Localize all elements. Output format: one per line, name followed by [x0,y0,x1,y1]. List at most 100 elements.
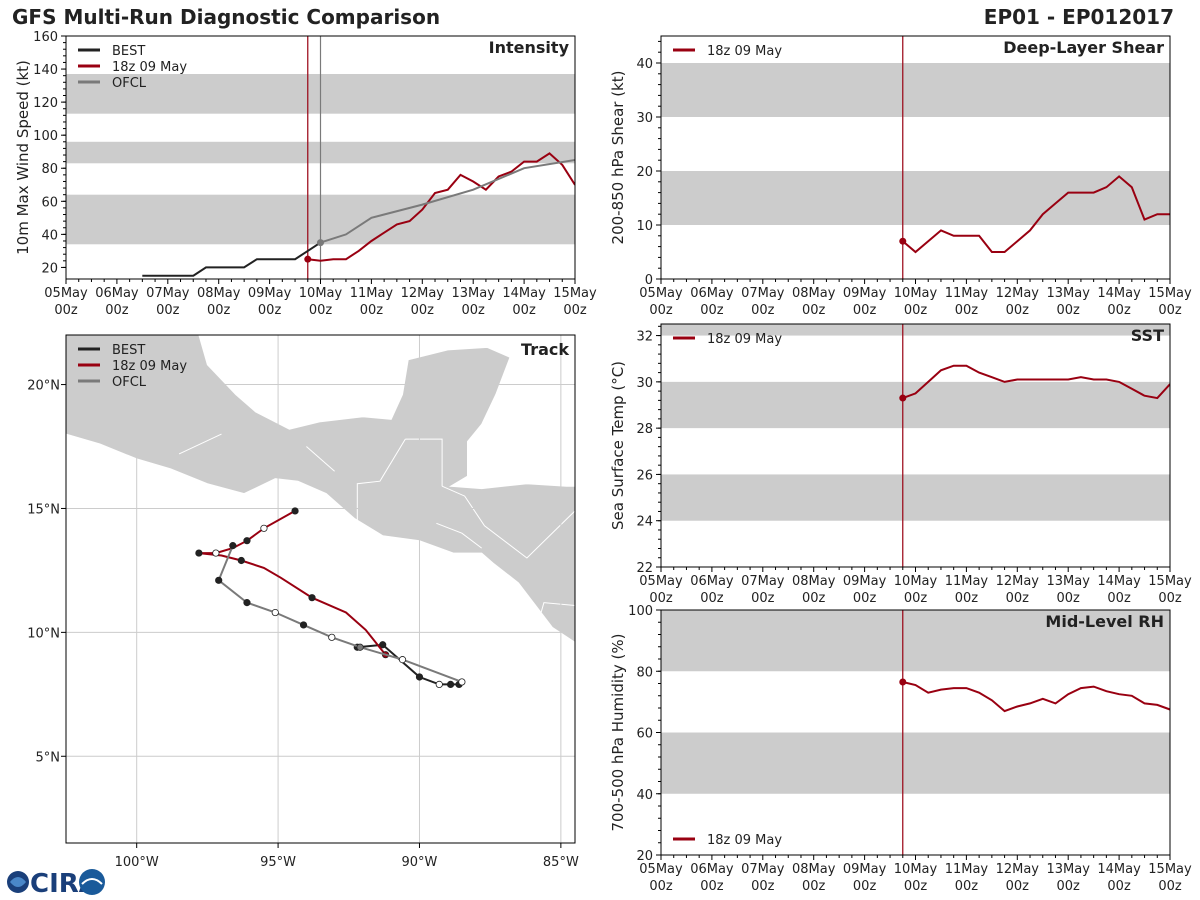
plot-frame [65,334,576,844]
track-position-marker [356,643,364,651]
x-tick-label: 11May [350,286,394,301]
y-tick-label: 40 [636,788,653,803]
y-tick-label: 140 [33,63,58,78]
x-tick-label: 12May [996,286,1040,301]
x-tick-label: 05May [44,286,88,301]
threshold-band [661,732,1170,794]
track-position-marker [195,549,203,557]
threshold-band [661,324,1170,336]
x-tick-hour-label: 00z [955,879,979,894]
x-tick-hour-label: 00z [802,591,826,606]
x-tick-label: 05May [639,574,683,589]
y-tick-label: 10 [636,219,653,234]
track-position-marker [212,549,220,557]
x-tick-label: 11May [945,286,989,301]
x-tick-hour-label: 00z [207,303,231,318]
x-tick-label: 07May [741,862,785,877]
threshold-band [661,63,1170,117]
x-tick-hour-label: 00z [1057,303,1081,318]
legend-label: 18z 09 May [707,332,782,347]
x-tick-label: 15May [553,286,597,301]
legend-label: OFCL [112,375,147,390]
x-tick-hour-label: 00z [904,879,928,894]
country-border [306,446,335,472]
x-tick-label: 06May [95,286,139,301]
series-start-marker [899,394,907,402]
series-start-marker [304,255,312,263]
x-tick-label: 08May [792,286,836,301]
longitude-label: 100°W [115,855,159,870]
x-tick-label: 08May [792,862,836,877]
x-tick-hour-label: 00z [955,303,979,318]
latitude-label: 15°N [27,502,60,517]
panel-title: SST [1131,326,1164,345]
y-tick-label: 20 [636,165,653,180]
x-tick-hour-label: 00z [1057,879,1081,894]
x-tick-label: 13May [1046,574,1090,589]
plot-frame [660,323,1171,568]
panel-title: Intensity [489,38,570,57]
track-position-marker [328,633,336,641]
latitude-label: 20°N [27,379,60,394]
series-line-18z-09-may [902,681,1170,713]
x-tick-hour-label: 00z [1006,591,1030,606]
x-tick-hour-label: 00z [700,879,724,894]
x-tick-hour-label: 00z [751,591,775,606]
x-tick-hour-label: 00z [1158,303,1182,318]
x-tick-hour-label: 00z [105,303,129,318]
x-tick-hour-label: 00z [649,879,673,894]
shear-panel: 0 10 20 30 40 05May 00z 06May 00z 07May 00z 08May 00… [609,35,1192,318]
country-border [178,433,222,455]
y-tick-label: 60 [41,195,58,210]
x-tick-hour-label: 00z [802,303,826,318]
y-tick-label: 20 [41,261,58,276]
track-position-marker [291,507,299,515]
x-tick-label: 07May [741,574,785,589]
y-tick-label: 100 [628,604,653,619]
panel-title: Mid-Level RH [1045,612,1164,631]
y-axis-label: 700-500 hPa Humidity (%) [609,633,627,831]
track-position-marker [243,537,251,545]
panel-title: Deep-Layer Shear [1003,38,1164,57]
track-position-marker [446,680,455,689]
y-tick-label: 0 [645,273,653,288]
track-position-marker [237,556,245,565]
threshold-band [661,171,1170,225]
legend-label: BEST [112,343,145,358]
x-tick-hour-label: 00z [700,591,724,606]
country-border [441,485,575,559]
x-tick-label: 07May [146,286,190,301]
track-position-marker [435,680,443,689]
legend-label: 18z 09 May [112,60,187,75]
track-position-marker [415,673,424,681]
x-tick-hour-label: 00z [1107,303,1131,318]
y-tick-label: 40 [41,228,58,243]
country-border [540,602,575,613]
series-start-marker [899,678,907,686]
x-tick-hour-label: 00z [1006,879,1030,894]
x-tick-label: 09May [843,286,887,301]
x-tick-hour-label: 00z [1107,879,1131,894]
track-position-marker [229,542,237,550]
x-tick-hour-label: 00z [700,303,724,318]
x-tick-hour-label: 00z [563,303,587,318]
x-tick-label: 12May [401,286,445,301]
y-tick-label: 80 [41,162,58,177]
x-tick-hour-label: 00z [1158,879,1182,894]
x-tick-hour-label: 00z [1158,591,1182,606]
x-tick-hour-label: 00z [955,591,979,606]
x-tick-label: 10May [894,862,938,877]
figure-title: GFS Multi-Run Diagnostic Comparison [12,5,440,29]
x-tick-label: 06May [690,286,734,301]
y-tick-label: 32 [636,330,653,345]
longitude-label: 95°W [260,855,296,870]
y-tick-label: 22 [636,561,653,576]
x-tick-label: 05May [639,862,683,877]
series-start-marker [899,237,907,245]
x-tick-hour-label: 00z [156,303,180,318]
y-tick-label: 20 [636,849,653,864]
x-tick-label: 12May [996,862,1040,877]
storm-id: EP01 - EP012017 [984,5,1174,29]
x-tick-label: 13May [1046,286,1090,301]
x-tick-label: 09May [843,574,887,589]
